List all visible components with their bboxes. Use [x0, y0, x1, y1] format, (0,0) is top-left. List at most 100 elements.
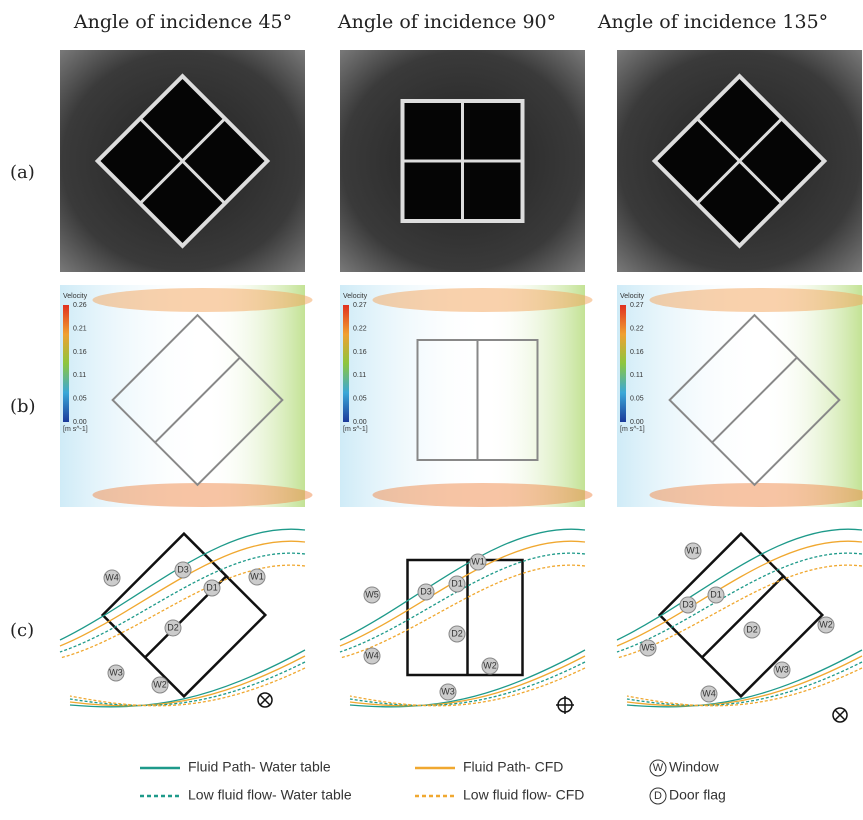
colorbar-tick-label: 0.21: [73, 325, 87, 332]
figure: Angle of incidence 45° Angle of incidenc…: [0, 0, 863, 820]
diagram-label: D2: [746, 624, 758, 634]
diagram-label: D2: [451, 628, 463, 638]
flow-band: [373, 483, 593, 507]
colorbar-title: Velocity: [620, 293, 645, 300]
colorbar-title: Velocity: [343, 293, 368, 300]
diagram-label: W1: [686, 545, 700, 555]
colorbar-tick-label: 0.00: [73, 419, 87, 426]
row-label: (c): [10, 620, 34, 641]
flow-diagram: [60, 529, 305, 707]
colorbar-tick-label: 0.11: [73, 372, 86, 379]
colorbar-tick-label: 0.00: [353, 419, 367, 426]
plan-wall: [660, 534, 823, 697]
legend-text: Fluid Path- Water table: [188, 759, 331, 775]
diagram-label: W5: [641, 642, 655, 652]
colorbar-unit: [m s^-1]: [620, 426, 645, 433]
flow-diagram: [340, 529, 585, 707]
plan: [103, 534, 266, 697]
legend-text: Window: [669, 759, 720, 775]
plan: [408, 560, 523, 675]
column-title: Angle of incidence 135°: [597, 11, 828, 33]
column-title: Angle of incidence 90°: [337, 11, 556, 33]
colorbar-tick-label: 0.16: [73, 349, 87, 356]
colorbar-tick-label: 0.11: [630, 372, 643, 379]
legend-text: Low fluid flow- CFD: [463, 787, 584, 803]
diagram-label: D1: [206, 582, 218, 592]
orientation-symbol: [556, 696, 574, 714]
legend-text: Door flag: [669, 787, 726, 803]
cfd-bg: [340, 285, 585, 507]
colorbar-tick-label: 0.27: [353, 302, 367, 309]
cfd-plot: Velocity 0.26 0.21 0.16 0.11 0.05 0.00[m s^-1]: [60, 285, 313, 507]
photo: [617, 50, 862, 272]
plan-wall: [408, 560, 523, 675]
colorbar: [343, 305, 349, 422]
diagram-label: W2: [819, 619, 833, 629]
flow-band: [93, 288, 313, 312]
colorbar-tick-label: 0.22: [630, 325, 644, 332]
flow-line: [617, 553, 862, 652]
diagram-label: W1: [471, 556, 485, 566]
colorbar-tick-label: 0.27: [630, 302, 644, 309]
diagram-label: W4: [105, 572, 119, 582]
diagram-label: W3: [775, 664, 789, 674]
legend-text: Fluid Path- CFD: [463, 759, 563, 775]
colorbar-unit: [m s^-1]: [63, 426, 88, 433]
legend-symbol-text: D: [654, 790, 662, 802]
orientation-symbol: [260, 695, 270, 705]
diagram-label: D1: [710, 589, 722, 599]
column-title: Angle of incidence 45°: [73, 11, 292, 33]
diagram-label: W2: [483, 660, 497, 670]
cfd-plot: Velocity 0.27 0.22 0.16 0.11 0.05 0.00[m s^-1]: [617, 285, 863, 507]
diagram-label: D3: [682, 599, 694, 609]
legend-text: Low fluid flow- Water table: [188, 787, 352, 803]
flow-band: [650, 288, 863, 312]
colorbar-tick-label: 0.00: [630, 419, 644, 426]
model: [403, 101, 523, 221]
flow-line: [70, 650, 305, 707]
plan: [660, 534, 823, 697]
cfd-plot: Velocity 0.27 0.22 0.16 0.11 0.05 0.00[m s^-1]: [340, 285, 593, 507]
diagram-label: W1: [250, 571, 264, 581]
flow-line: [60, 541, 305, 646]
diagram-label: W3: [441, 686, 455, 696]
panels: Velocity0.260.210.160.110.050.00[m s^-1]…: [60, 50, 863, 722]
flow-band: [650, 483, 863, 507]
colorbar-tick-label: 0.05: [353, 396, 367, 403]
diagram-label: W4: [702, 688, 716, 698]
colorbar-title: Velocity: [63, 293, 88, 300]
colorbar-tick-label: 0.16: [353, 349, 367, 356]
diagram-label: W4: [365, 650, 379, 660]
colorbar-tick-label: 0.16: [630, 349, 644, 356]
plan-wall: [103, 534, 266, 697]
diagram-label: D3: [177, 564, 189, 574]
colorbar-unit: [m s^-1]: [343, 426, 368, 433]
colorbar: [63, 305, 69, 422]
flow-band: [373, 288, 593, 312]
diagram-label: W5: [365, 589, 379, 599]
diagram-label: D2: [167, 622, 179, 632]
diagram-label: W2: [153, 679, 167, 689]
colorbar-tick-label: 0.05: [73, 396, 87, 403]
flow-line: [627, 650, 862, 707]
flow-band: [93, 483, 313, 507]
flow-line: [60, 529, 305, 640]
cfd-bg: [60, 285, 305, 507]
colorbar-tick-label: 0.22: [353, 325, 367, 332]
diagram-label: W3: [109, 667, 123, 677]
colorbar-tick-label: 0.11: [353, 372, 366, 379]
row-label: (a): [10, 162, 35, 183]
orientation-symbol: [835, 710, 845, 720]
diagram-label: D1: [451, 578, 463, 588]
photo: [340, 50, 585, 272]
flow-line: [60, 565, 305, 658]
legend-symbol-text: W: [653, 762, 664, 774]
cfd-bg: [617, 285, 862, 507]
colorbar: [620, 305, 626, 422]
photo: [60, 50, 305, 272]
colorbar-tick-label: 0.05: [630, 396, 644, 403]
diagram-label: D3: [420, 586, 432, 596]
colorbar-tick-label: 0.26: [73, 302, 87, 309]
row-label: (b): [10, 396, 36, 417]
